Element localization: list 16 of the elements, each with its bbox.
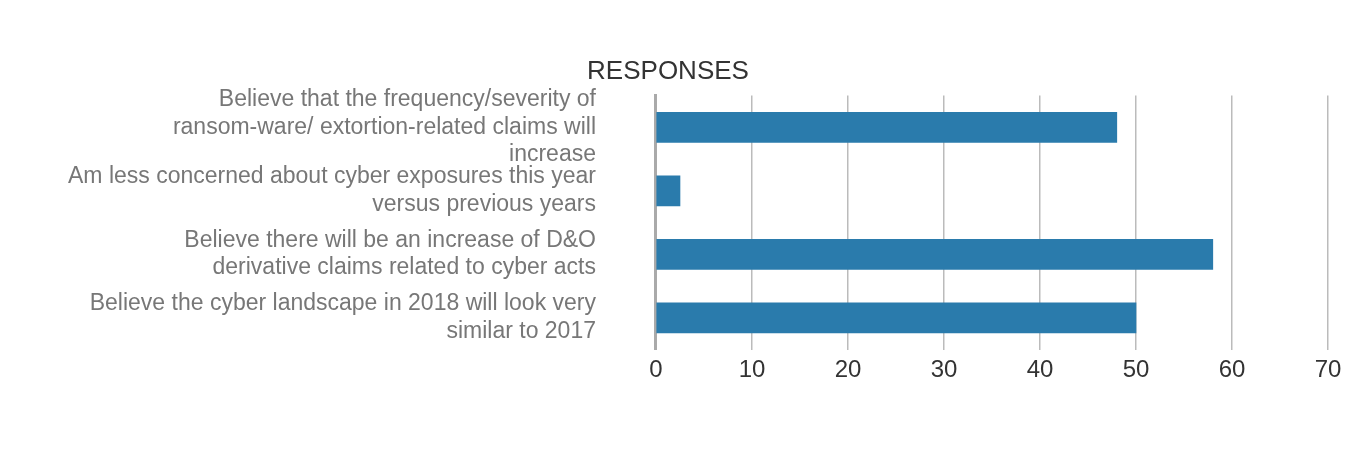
x-tick-label: 50 [1122,354,1150,382]
y-tick-label: Am less concerned about cyber exposures this year versus previous years [67,162,597,216]
x-tick-label: 30 [930,354,958,382]
y-tick-label: Believe the cyber landscape in 2018 will look very similar to 2017 [89,289,597,343]
x-tick-label: 20 [834,354,862,382]
bar [656,302,1137,334]
chart-title: RESPONSES [587,55,749,86]
x-tick-label: 0 [649,354,663,382]
y-tick-label: Believe there will be an increase of D&O derivative claims related to cyber acts [184,225,596,280]
x-tick-label: 40 [1026,354,1054,382]
x-tick-label: 70 [1314,354,1342,382]
bar [656,112,1118,143]
bar [656,175,681,207]
bar [656,239,1214,270]
x-tick-label: 10 [738,354,766,382]
x-tick-label: 60 [1218,354,1246,382]
